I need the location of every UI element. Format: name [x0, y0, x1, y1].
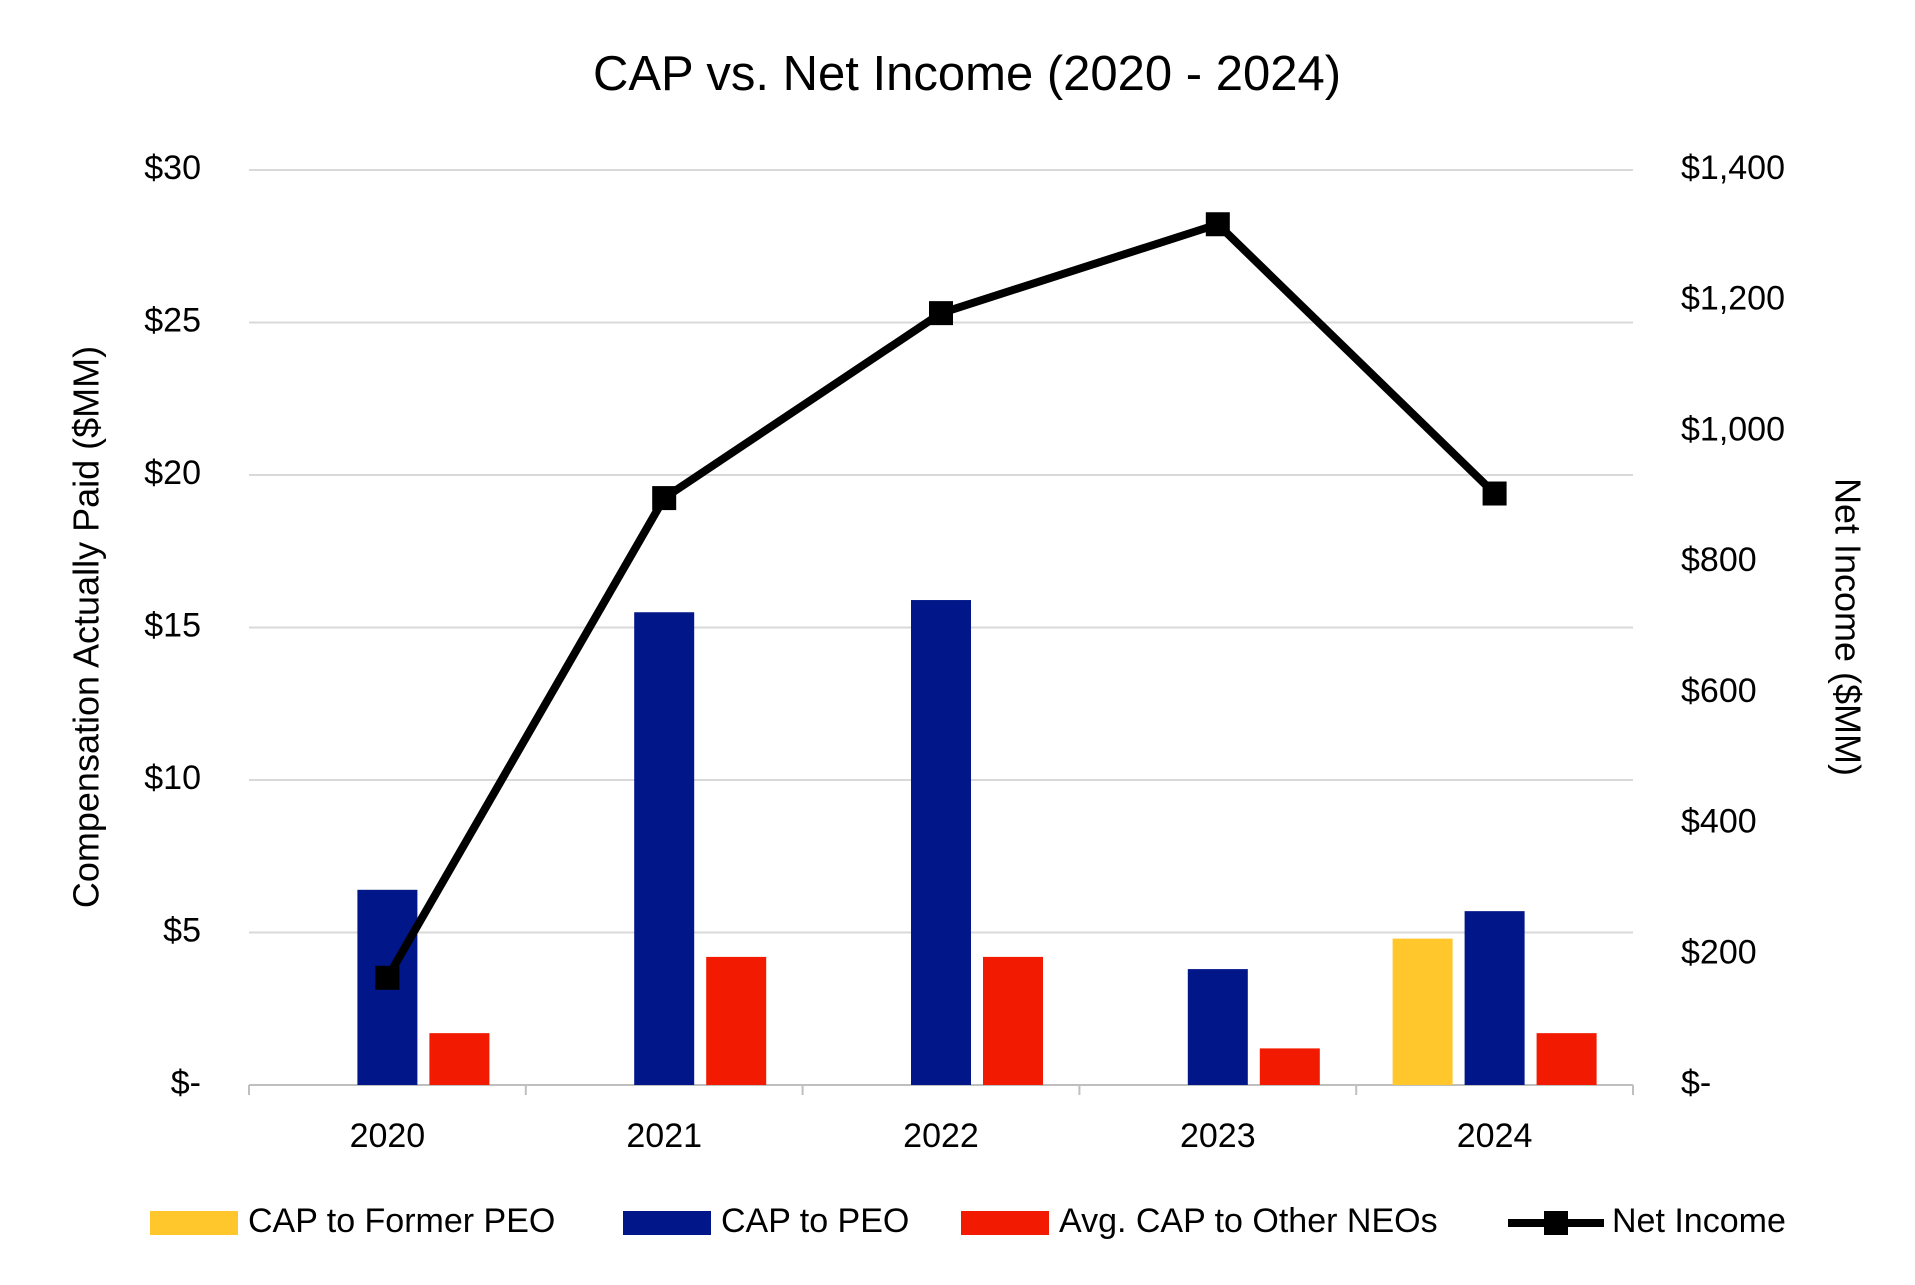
legend-label: Avg. CAP to Other NEOs [1059, 1202, 1438, 1240]
line-marker [1205, 212, 1230, 237]
y2-tick-label: $1,400 [1681, 149, 1785, 187]
line-marker [929, 301, 953, 326]
bar [634, 612, 695, 1085]
bar [1259, 1048, 1320, 1085]
y2-tick-label: $1,200 [1681, 280, 1785, 318]
y2-tick-label: $1,000 [1681, 410, 1785, 448]
bar [1392, 938, 1453, 1085]
y-tick-label: $25 [144, 301, 201, 339]
y-tick-label: $20 [144, 454, 201, 492]
legend-swatch [150, 1211, 238, 1235]
y2-tick-label: $- [1681, 1064, 1711, 1102]
legend-swatch [961, 1211, 1049, 1235]
x-tick-label: 2022 [903, 1117, 979, 1155]
y2-tick-label: $400 [1681, 803, 1757, 841]
y-tick-label: $- [171, 1064, 201, 1102]
x-tick-label: 2021 [626, 1117, 702, 1155]
bar [706, 956, 767, 1085]
legend-label: CAP to Former PEO [248, 1202, 555, 1240]
legend-swatch-marker [1544, 1211, 1568, 1235]
x-tick-label: 2024 [1457, 1117, 1533, 1155]
line-marker [1482, 481, 1507, 506]
y2-tick-label: $200 [1681, 933, 1757, 971]
legend-label: Net Income [1612, 1202, 1786, 1240]
line-marker [375, 965, 400, 990]
chart-title: CAP vs. Net Income (2020 - 2024) [593, 47, 1341, 101]
y-tick-label: $5 [163, 911, 201, 949]
y2-tick-label: $800 [1681, 541, 1757, 579]
y2-tick-label: $600 [1681, 672, 1757, 710]
legend-label: CAP to PEO [721, 1202, 909, 1240]
bar [1187, 969, 1248, 1085]
bar [911, 600, 971, 1085]
y2-axis-title: Net Income ($MM) [1827, 478, 1868, 776]
line-marker [652, 486, 677, 511]
y-axis-title: Compensation Actually Paid ($MM) [66, 346, 107, 908]
x-tick-label: 2023 [1180, 1117, 1256, 1155]
bar [1464, 911, 1525, 1085]
bar [983, 956, 1043, 1085]
bar [1536, 1033, 1597, 1085]
bar [429, 1033, 490, 1085]
y-tick-label: $15 [144, 606, 201, 644]
legend-swatch [623, 1211, 711, 1235]
y-tick-label: $30 [144, 149, 201, 187]
y-tick-label: $10 [144, 759, 201, 797]
x-tick-label: 2020 [350, 1117, 426, 1155]
